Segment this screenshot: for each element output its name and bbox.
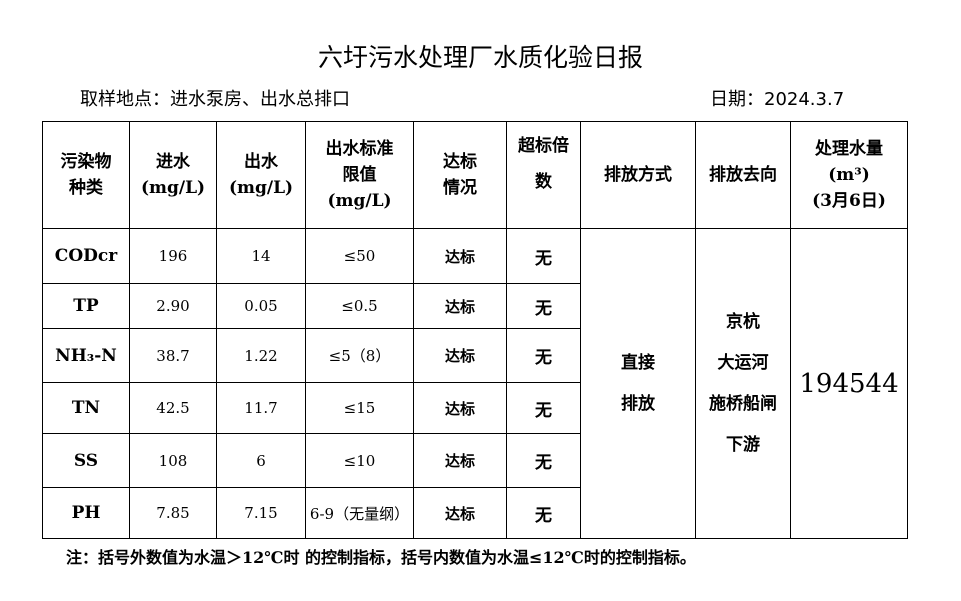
status-value: 达标	[413, 228, 507, 284]
outflow-value: 11.7	[216, 382, 306, 434]
exceed-value: 无	[506, 487, 581, 539]
pollutant-name: NH₃-N	[42, 328, 130, 383]
exceed-value: 无	[506, 382, 581, 434]
inflow-value: 7.85	[129, 487, 217, 539]
exceed-value: 无	[506, 283, 581, 329]
header-volume: 处理水量 (m³) (3月6日)	[790, 121, 908, 229]
table-row: SS 108 6 ≤10 达标无	[42, 433, 908, 488]
inflow-value: 38.7	[129, 328, 217, 383]
outflow-value: 1.22	[216, 328, 306, 383]
header-limit: 出水标准 限值 (mg/L)	[305, 121, 414, 229]
table-row: CODcr 196 14 ≤50 达标无直接 排放 京杭 大运河 施桥船闸 下游 194544	[42, 228, 908, 539]
header-status: 达标 情况	[413, 121, 507, 229]
exceed-value: 无	[506, 328, 581, 383]
outflow-value: 14	[216, 228, 306, 284]
limit-value: ≤15	[305, 382, 414, 434]
header-method: 排放方式	[580, 121, 696, 229]
outflow-value: 0.05	[216, 283, 306, 329]
inflow-value: 2.90	[129, 283, 217, 329]
treated-volume: 194544	[790, 228, 908, 539]
status-value: 达标	[413, 433, 507, 488]
limit-value: ≤10	[305, 433, 414, 488]
header-inflow: 进水 (mg/L)	[129, 121, 217, 229]
limit-value: ≤5（8）	[305, 328, 414, 383]
table-row: PH 7.85 7.15 6-9（无量纲） 达标无	[42, 487, 908, 539]
pollutant-name: CODcr	[42, 228, 130, 284]
table-row: TN 42.5 11.7 ≤15 达标无	[42, 382, 908, 434]
header-destination: 排放去向	[695, 121, 791, 229]
header-exceed: 超标倍数	[506, 121, 581, 229]
discharge-method: 直接 排放	[580, 228, 696, 539]
pollutant-name: TN	[42, 382, 130, 434]
footnote: 注：括号外数值为水温＞12℃时 的控制指标，括号内数值为水温≤12℃时的控制指标…	[66, 548, 696, 567]
inflow-value: 108	[129, 433, 217, 488]
header-row: 污染物 种类 进水 (mg/L) 出水 (mg/L) 出水标准 限值 (mg/L) 达标情…	[42, 121, 908, 229]
table-row: TP 2.90 0.05 ≤0.5 达标无	[42, 283, 908, 329]
table-row: NH₃-N 38.7 1.22 ≤5（8） 达标无	[42, 328, 908, 383]
inflow-value: 42.5	[129, 382, 217, 434]
outflow-value: 6	[216, 433, 306, 488]
limit-value: ≤50	[305, 228, 414, 284]
status-value: 达标	[413, 328, 507, 383]
discharge-destination: 京杭 大运河 施桥船闸 下游	[695, 228, 791, 539]
inflow-value: 196	[129, 228, 217, 284]
header-outflow: 出水 (mg/L)	[216, 121, 306, 229]
header-pollutant: 污染物 种类	[42, 121, 130, 229]
status-value: 达标	[413, 382, 507, 434]
report-title: 六圩污水处理厂水质化验日报	[317, 43, 643, 72]
exceed-value: 无	[506, 228, 581, 284]
pollutant-name: TP	[42, 283, 130, 329]
limit-value: ≤0.5	[305, 283, 414, 329]
pollutant-name: PH	[42, 487, 130, 539]
limit-value: 6-9（无量纲）	[305, 487, 414, 539]
status-value: 达标	[413, 487, 507, 539]
report-date: 日期：2024.3.7	[710, 89, 845, 110]
exceed-value: 无	[506, 433, 581, 488]
water-quality-table: 污染物 种类 进水 (mg/L) 出水 (mg/L) 出水标准 限值 (mg/L) 达标情…	[42, 121, 908, 539]
pollutant-name: SS	[42, 433, 130, 488]
outflow-value: 7.15	[216, 487, 306, 539]
status-value: 达标	[413, 283, 507, 329]
sampling-location: 取样地点：进水泵房、出水总排口	[80, 89, 350, 110]
